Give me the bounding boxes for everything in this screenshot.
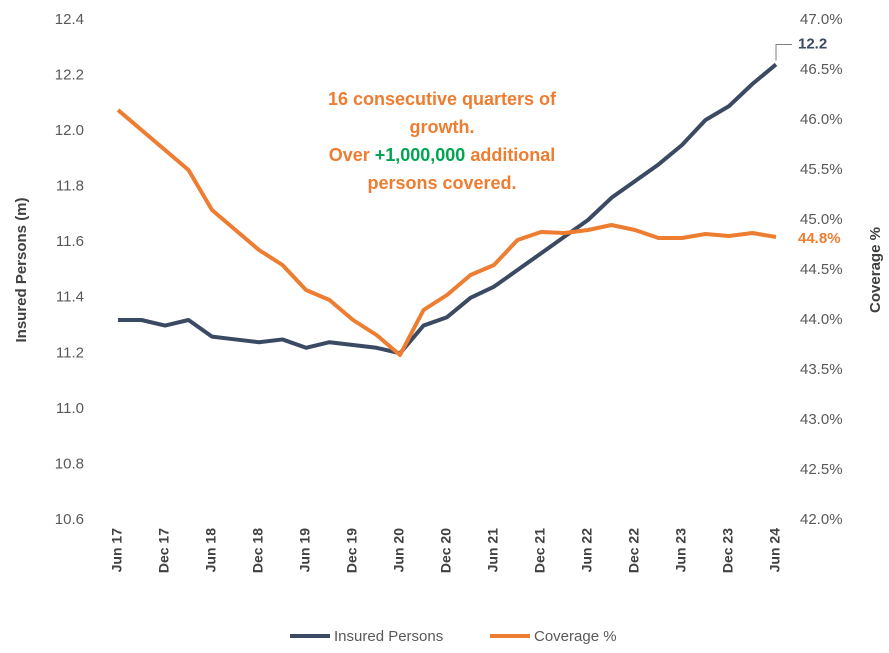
- x-tick-label: Dec 19: [344, 528, 360, 573]
- y2-tick-label: 42.0%: [800, 511, 843, 528]
- annotation-run: growth.: [410, 117, 475, 137]
- annotation: growth.: [410, 117, 475, 137]
- x-tick-label: Dec 17: [156, 528, 172, 573]
- y-tick-label: 12.2: [55, 67, 84, 84]
- x-tick-label: Jun 20: [391, 528, 407, 573]
- y-tick-label: 11.6: [56, 233, 84, 250]
- y-tick-label: 12.0: [55, 122, 84, 139]
- y-tick-label: 11.8: [56, 178, 84, 195]
- y2-axis-label: Coverage %: [867, 227, 884, 313]
- x-tick-label: Jun 19: [297, 528, 313, 573]
- annotation: persons covered.: [367, 173, 516, 193]
- x-tick-label: Jun 22: [579, 528, 595, 573]
- annotation-run: persons covered.: [367, 173, 516, 193]
- x-tick-label: Dec 21: [532, 528, 548, 573]
- y2-tick-label: 42.5%: [800, 461, 843, 478]
- y2-tick-label: 45.0%: [800, 211, 843, 228]
- y-axis-label: Insured Persons (m): [13, 197, 30, 342]
- y-tick-label: 11.4: [56, 289, 84, 306]
- x-tick-label: Jun 17: [109, 528, 125, 573]
- y-tick-label: 10.8: [55, 455, 84, 472]
- y2-tick-label: 46.0%: [800, 111, 843, 128]
- y2-tick-label: 47.0%: [800, 11, 843, 28]
- leader-line: [775, 43, 792, 61]
- x-tick-label: Jun 24: [767, 528, 783, 573]
- legend-label: Coverage %: [534, 628, 617, 645]
- annotation-run: +1,000,000: [375, 145, 466, 165]
- y-tick-label: 11.0: [56, 400, 84, 417]
- y2-tick-label: 46.5%: [800, 61, 843, 78]
- y2-tick-label: 44.5%: [800, 261, 843, 278]
- series-line: [116, 108, 777, 357]
- x-tick-label: Dec 22: [626, 528, 642, 573]
- x-tick-label: Dec 20: [438, 528, 454, 573]
- x-tick-label: Dec 18: [250, 528, 266, 573]
- y-tick-label: 11.2: [56, 344, 84, 361]
- y2-tick-label: 45.5%: [800, 161, 843, 178]
- annotation-run: additional: [465, 145, 555, 165]
- y-tick-label: 10.6: [55, 511, 84, 528]
- annotation-run: 16 consecutive quarters of: [328, 89, 557, 109]
- y2-tick-label: 43.5%: [800, 361, 843, 378]
- x-tick-label: Dec 23: [720, 528, 736, 573]
- end-label: 44.8%: [798, 230, 841, 247]
- end-label: 12.2: [798, 35, 827, 52]
- annotation-run: Over: [329, 145, 375, 165]
- annotation: Over +1,000,000 additional: [329, 145, 556, 165]
- legend-label: Insured Persons: [334, 628, 443, 645]
- x-tick-label: Jun 23: [673, 528, 689, 573]
- y2-tick-label: 43.0%: [800, 411, 843, 428]
- annotation: 16 consecutive quarters of: [328, 89, 557, 109]
- series-line: [118, 62, 778, 356]
- y2-tick-label: 44.0%: [800, 311, 843, 328]
- x-tick-label: Jun 21: [485, 528, 501, 573]
- x-tick-label: Jun 18: [203, 528, 219, 573]
- y-tick-label: 12.4: [55, 11, 84, 28]
